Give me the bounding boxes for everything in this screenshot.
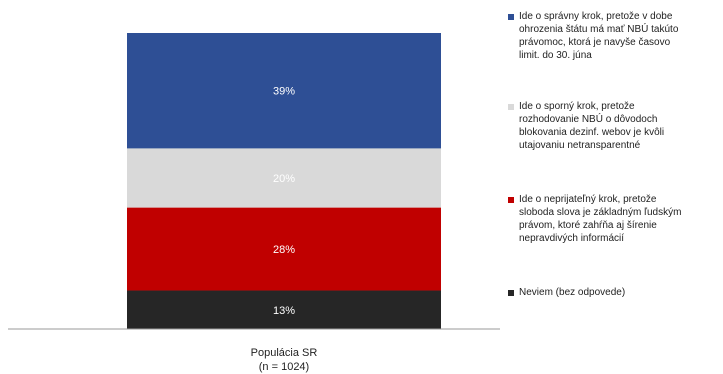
data-label-unacceptable-step: 28% [273, 244, 295, 256]
bar-segment-dont-know [127, 290, 441, 329]
data-label-disputed-step: 20% [273, 173, 295, 185]
legend-swatch-disputed-step [508, 104, 514, 110]
legend-swatch-unacceptable-step [508, 197, 514, 203]
legend-item-unacceptable-step: Ide o neprijateľný krok, pretože sloboda… [508, 193, 681, 245]
legend-item-disputed-step: Ide o sporný krok, pretože rozhodovanie … [508, 100, 664, 152]
legend-label-correct-step: Ide o správny krok, pretože v dobe ohroz… [519, 11, 679, 61]
data-label-dont-know: 13% [273, 305, 295, 317]
data-label-correct-step: 39% [273, 86, 295, 98]
legend-swatch-correct-step [508, 14, 514, 20]
bar-segment-unacceptable-step [127, 207, 441, 291]
x-tick-label-sample-size: (n = 1024) [259, 361, 309, 373]
legend-swatch-dont-know [508, 290, 514, 296]
legend-label-disputed-step: Ide o sporný krok, pretože rozhodovanie … [519, 101, 665, 151]
legend-label-dont-know: Neviem (bez odpovede) [519, 287, 626, 298]
bar-stack: 39% 20% 28% 13% [127, 33, 441, 329]
legend-item-correct-step: Ide o správny krok, pretože v dobe ohroz… [508, 10, 678, 62]
x-tick-label-category: Populácia SR [251, 347, 318, 359]
bar-segment-disputed-step [127, 148, 441, 208]
legend-label-unacceptable-step: Ide o neprijateľný krok, pretože sloboda… [519, 194, 682, 244]
bar-segment-correct-step [127, 33, 441, 149]
legend-item-dont-know: Neviem (bez odpovede) [508, 286, 625, 299]
